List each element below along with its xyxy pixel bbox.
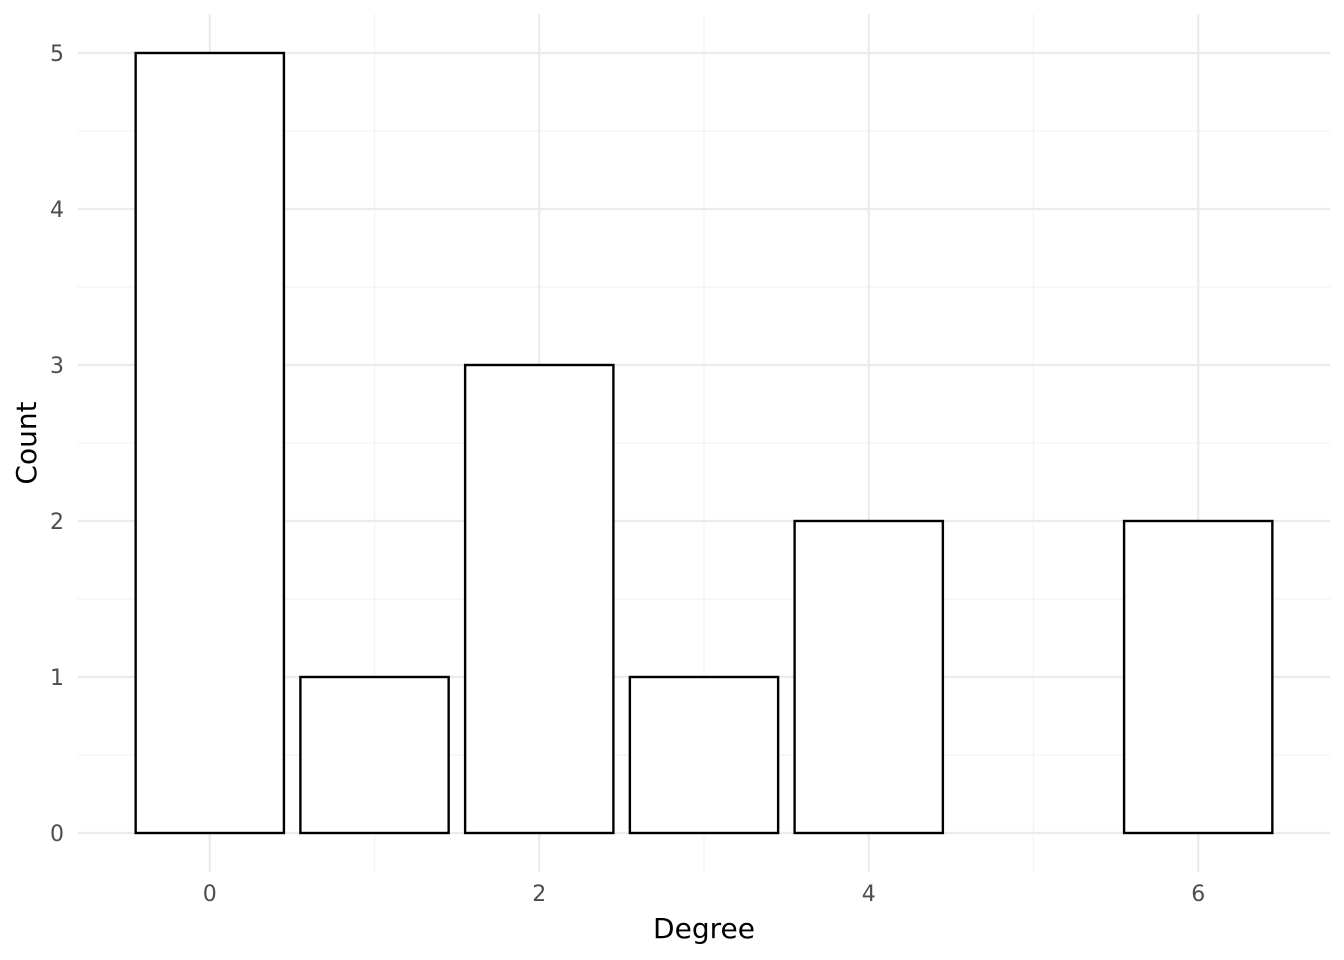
y-tick-label: 4 <box>50 198 64 223</box>
bars <box>134 51 1274 835</box>
y-axis-ticks: 0 1 2 3 4 5 <box>50 42 64 847</box>
y-tick-label: 3 <box>50 354 64 379</box>
x-tick-label: 6 <box>1191 882 1205 907</box>
x-axis-ticks: 0 2 4 6 <box>203 882 1205 907</box>
bar-degree-1 <box>299 675 450 835</box>
x-axis-title: Degree <box>653 912 755 945</box>
x-tick-label: 4 <box>862 882 876 907</box>
bar-degree-0 <box>134 51 286 835</box>
y-tick-label: 5 <box>50 42 64 67</box>
grid-lines <box>78 14 1330 872</box>
bar-degree-3 <box>628 675 780 835</box>
x-tick-label: 2 <box>532 882 546 907</box>
y-tick-label: 0 <box>50 822 64 847</box>
bar-degree-6 <box>1122 519 1274 835</box>
y-tick-label: 1 <box>50 666 64 691</box>
y-tick-label: 2 <box>50 510 64 535</box>
bar-degree-2 <box>463 363 615 835</box>
bar-degree-4 <box>793 519 945 835</box>
y-axis-title: Count <box>10 401 43 484</box>
x-tick-label: 0 <box>203 882 217 907</box>
